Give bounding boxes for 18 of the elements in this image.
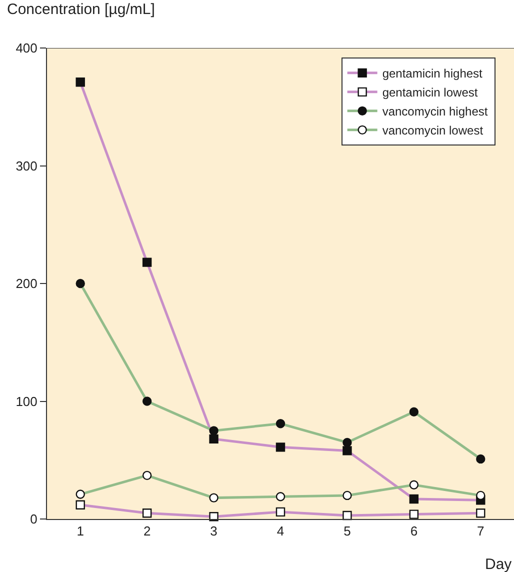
y-tick-label: 300 [16, 158, 38, 174]
y-tick-label: 400 [16, 40, 38, 56]
x-axis-title: Day [485, 556, 512, 572]
y-axis-title: Concentration [µg/mL] [7, 1, 155, 18]
x-tick-label: 6 [410, 524, 418, 539]
x-tick-label: 3 [210, 524, 218, 539]
x-tick-label: 1 [76, 524, 84, 539]
legend-label: vancomycin lowest [382, 124, 484, 138]
y-tick-label: 200 [16, 276, 38, 292]
x-tick-label: 5 [344, 524, 351, 539]
x-tick-label: 4 [276, 524, 284, 539]
x-tick-label: 2 [143, 524, 151, 539]
legend-label: vancomycin highest [382, 104, 488, 119]
y-tick-label: 0 [30, 512, 38, 527]
x-tick-label: 7 [477, 524, 484, 539]
y-tick-label: 100 [16, 394, 38, 409]
legend-label: gentamicin highest [382, 66, 484, 81]
legend-label: gentamicin lowest [382, 86, 478, 100]
